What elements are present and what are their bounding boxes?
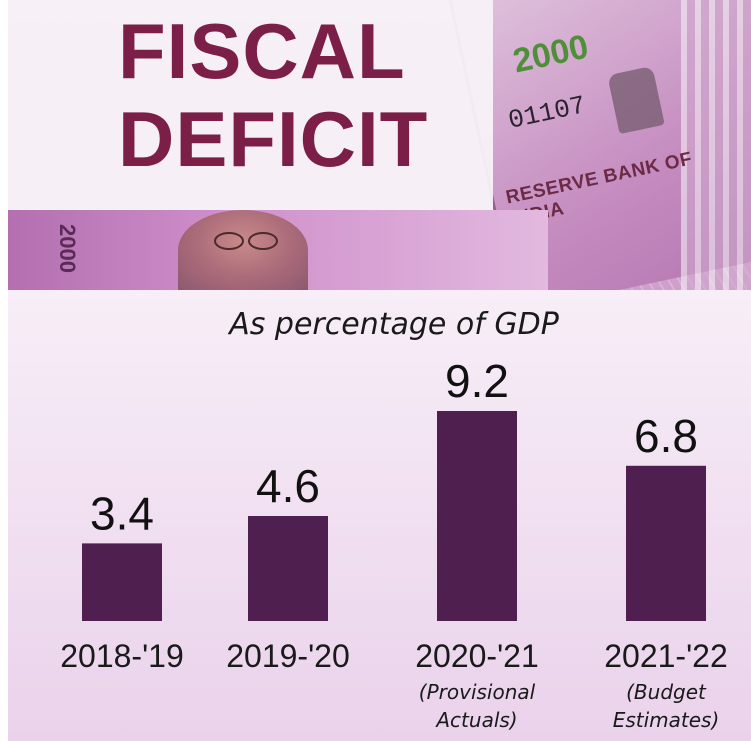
portrait-image (178, 210, 308, 290)
chart-area: As percentage of GDP 3.4 2018-'19 4.6 2019-… (8, 290, 751, 741)
category-note-4-2: Estimates) (613, 708, 720, 732)
category-label-3: 2020-'21 (415, 638, 539, 674)
title-line-2: DEFICIT (118, 95, 429, 183)
bar-3 (437, 411, 517, 621)
bar-1 (82, 543, 162, 621)
bar-2 (248, 516, 328, 621)
note-vertical-denomination: 2000 (55, 224, 80, 273)
category-note-3-2: Actuals) (434, 708, 517, 732)
glasses-icon (248, 232, 278, 250)
chart-subtitle: As percentage of GDP (227, 307, 559, 342)
category-note-4-1: (Budget (626, 680, 707, 704)
bar-chart: As percentage of GDP 3.4 2018-'19 4.6 2019-… (60, 307, 728, 732)
category-label-4: 2021-'22 (604, 638, 728, 674)
category-label-1: 2018-'19 (60, 638, 184, 674)
category-label-2: 2019-'20 (226, 638, 350, 674)
title-panel: FISCAL DEFICIT (8, 0, 493, 210)
note-edge-stripes (681, 0, 751, 290)
category-note-3-1: (Provisional (419, 680, 536, 704)
value-label-3: 9.2 (445, 355, 509, 407)
glasses-icon (214, 232, 244, 250)
value-label-1: 3.4 (90, 487, 154, 539)
value-label-4: 6.8 (634, 410, 698, 462)
value-label-2: 4.6 (256, 460, 320, 512)
title-line-1: FISCAL (118, 7, 406, 95)
bar-4 (626, 465, 706, 621)
